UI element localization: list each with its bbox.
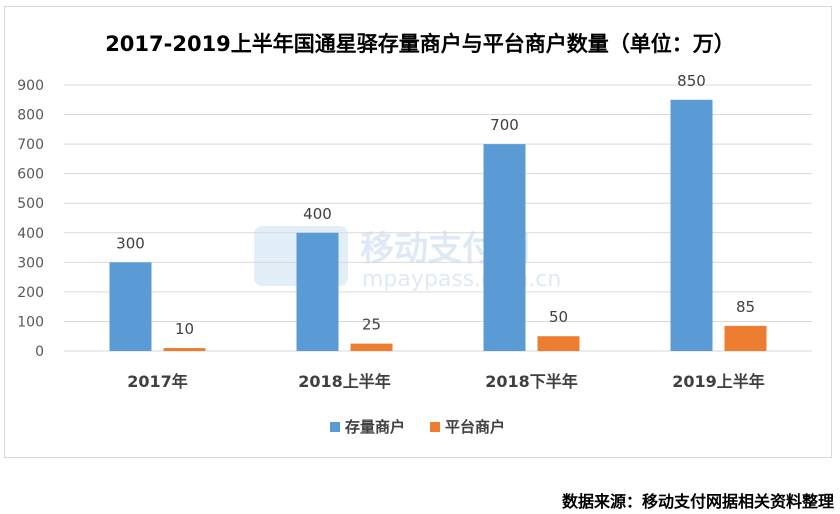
source-note: 数据来源：移动支付网据相关资料整理	[561, 492, 834, 511]
chart-title: 2017-2019上半年国通星驿存量商户与平台商户数量（单位：万）	[105, 32, 735, 56]
x-tick-label: 2017年	[127, 372, 188, 391]
y-tick-label: 900	[17, 78, 44, 94]
y-tick-label: 400	[17, 226, 44, 242]
data-label: 10	[175, 320, 194, 338]
y-tick-label: 300	[17, 255, 44, 271]
data-label: 300	[116, 234, 145, 252]
bar	[670, 99, 713, 352]
data-label: 25	[362, 316, 381, 334]
y-tick-label: 800	[17, 108, 44, 124]
y-tick-label: 700	[17, 137, 44, 153]
data-label: 50	[549, 308, 568, 326]
bars	[109, 99, 767, 352]
data-labels: 300 10 400 25 700 50 850 85	[116, 72, 755, 338]
legend: 存量商户 平台商户	[330, 418, 505, 436]
y-tick-label: 600	[17, 167, 44, 183]
y-tick-label: 500	[17, 196, 44, 212]
x-tick-label: 2018上半年	[298, 372, 391, 391]
bar	[109, 262, 152, 351]
bar	[163, 348, 206, 351]
legend-swatch	[330, 422, 340, 432]
bar	[537, 336, 580, 351]
x-tick-label: 2019上半年	[672, 372, 765, 391]
legend-swatch	[430, 422, 440, 432]
y-tick-label: 0	[35, 344, 44, 360]
legend-label: 平台商户	[445, 418, 505, 436]
data-label: 85	[736, 298, 755, 316]
y-axis-ticks: 0 100 200 300 400 500 600 700 800 900	[17, 78, 44, 360]
data-label: 850	[677, 72, 706, 90]
bar	[724, 325, 767, 351]
bar	[483, 144, 526, 351]
x-tick-label: 2018下半年	[485, 372, 578, 391]
bar	[296, 232, 339, 351]
legend-label: 存量商户	[345, 418, 405, 436]
bar	[350, 343, 393, 351]
y-tick-label: 100	[17, 314, 44, 330]
data-label: 700	[490, 116, 519, 134]
y-tick-label: 200	[17, 285, 44, 301]
watermark-url-text: mpaypass.com.cn	[362, 267, 561, 292]
data-label: 400	[303, 205, 332, 223]
x-axis-ticks: 2017年 2018上半年 2018下半年 2019上半年	[127, 372, 765, 391]
